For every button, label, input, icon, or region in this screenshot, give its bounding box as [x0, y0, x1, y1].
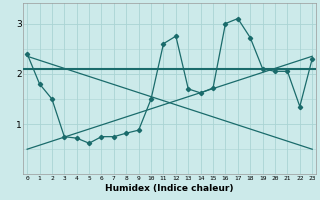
X-axis label: Humidex (Indice chaleur): Humidex (Indice chaleur) [105, 184, 234, 193]
